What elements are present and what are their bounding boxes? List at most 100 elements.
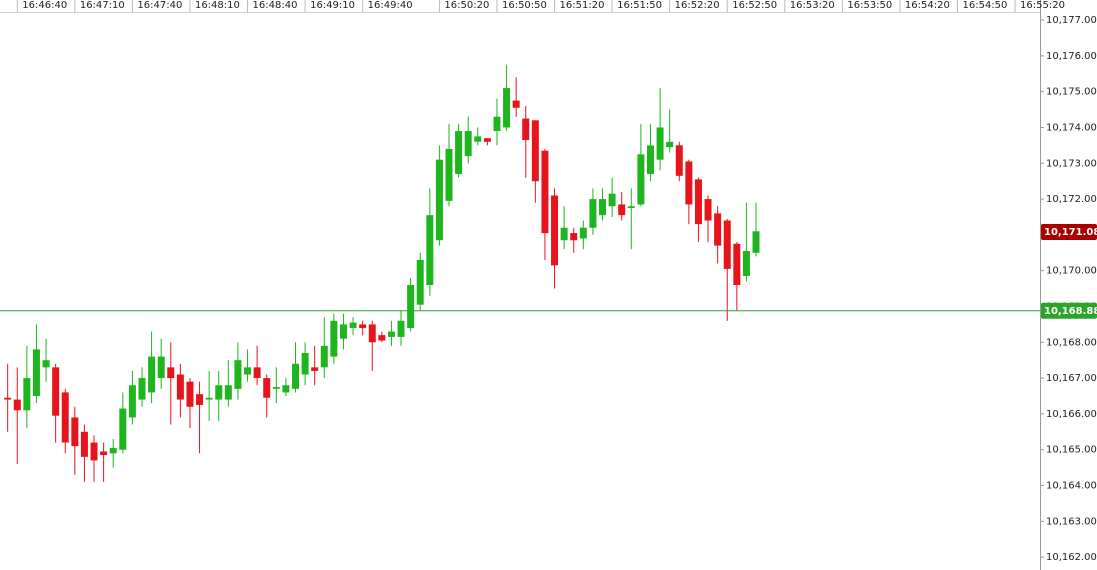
candle-body: [483, 138, 491, 142]
x-tick-label: 16:51:50: [617, 0, 662, 11]
candle-body: [608, 193, 616, 207]
x-tick-label: 16:54:50: [962, 0, 1007, 11]
candle-body: [90, 442, 98, 461]
y-tick-label: 10,164.00: [1046, 481, 1097, 492]
y-tick-label: 10,162.00: [1046, 552, 1097, 563]
candle-body: [263, 378, 271, 398]
candle-body: [23, 378, 31, 411]
candle-body: [522, 118, 530, 140]
price-tag: [1041, 302, 1097, 319]
candle-body: [234, 360, 242, 389]
candle-body: [599, 199, 607, 216]
candle-body: [339, 324, 347, 339]
candle-body: [503, 88, 511, 128]
candle-body: [224, 385, 232, 400]
candle-body: [311, 367, 319, 371]
candle-body: [656, 127, 664, 160]
price-tag-label: 10,168.88: [1044, 306, 1097, 317]
candle-body: [359, 324, 367, 328]
price-tag-label: 10,171.08: [1044, 227, 1097, 238]
candle-body: [560, 227, 568, 241]
candle-body: [637, 154, 645, 205]
candle-body: [435, 159, 443, 241]
y-tick-label: 10,173.00: [1046, 158, 1097, 169]
x-tick-label: 16:50:50: [502, 0, 547, 11]
x-tick-label: 16:52:20: [675, 0, 720, 11]
candle-body: [291, 363, 299, 389]
candle-body: [138, 378, 146, 400]
candle-body: [13, 399, 21, 411]
candle-body: [52, 367, 60, 416]
candle-body: [349, 322, 357, 328]
candle-body: [378, 335, 386, 341]
candle-body: [685, 161, 693, 205]
x-tick-label: 16:48:10: [195, 0, 240, 11]
y-tick-label: 10,167.00: [1046, 373, 1097, 384]
x-tick-label: 16:47:40: [137, 0, 182, 11]
candle-body: [32, 349, 40, 396]
candle-body: [205, 397, 213, 400]
candle-body: [128, 385, 136, 418]
candle-body: [694, 179, 702, 225]
candle-body: [186, 381, 194, 407]
candle-body: [100, 451, 108, 456]
x-tick-label: 16:48:40: [253, 0, 298, 11]
candle-body: [282, 385, 290, 393]
x-tick-label: 16:53:50: [847, 0, 892, 11]
candle-body: [148, 356, 156, 393]
candle-body: [531, 120, 539, 182]
candle-body: [445, 148, 453, 201]
x-tick-label: 16:55:20: [1020, 0, 1065, 11]
candle-body: [407, 285, 415, 328]
candle-body: [426, 215, 434, 285]
candle-body: [196, 394, 204, 405]
candle-body: [119, 408, 127, 450]
candle-body: [109, 447, 117, 454]
y-tick-label: 10,172.00: [1046, 194, 1097, 205]
y-tick-label: 10,170.00: [1046, 266, 1097, 277]
candle-body: [157, 356, 165, 379]
candle-body: [666, 141, 674, 148]
candle-body: [176, 374, 184, 400]
candle-body: [71, 417, 79, 447]
candle-body: [272, 387, 280, 389]
candle-body: [474, 136, 482, 142]
x-tick-label: 16:49:40: [368, 0, 413, 11]
x-tick-label: 16:49:10: [310, 0, 355, 11]
candle-body: [253, 367, 261, 379]
y-tick-label: 10,168.00: [1046, 337, 1097, 348]
candle-body: [167, 367, 175, 379]
x-tick-label: 16:51:20: [560, 0, 605, 11]
candle-body: [455, 131, 463, 175]
candle-body: [752, 231, 760, 253]
candle-body: [368, 324, 376, 343]
candle-body: [416, 259, 424, 305]
candle-body: [675, 145, 683, 176]
candle-body: [714, 213, 722, 246]
candle-body: [723, 220, 731, 269]
candle-body: [493, 116, 501, 132]
x-tick-label: 16:50:20: [444, 0, 489, 11]
y-tick-label: 10,165.00: [1046, 445, 1097, 456]
candle-body: [464, 131, 472, 157]
candle-body: [733, 243, 741, 285]
x-tick-label: 16:52:50: [732, 0, 777, 11]
candle-body: [646, 145, 654, 175]
candle-body: [301, 353, 309, 375]
candle-body: [551, 195, 559, 266]
y-tick-label: 10,174.00: [1046, 122, 1097, 133]
candle-body: [618, 204, 626, 216]
y-tick-label: 10,163.00: [1046, 516, 1097, 527]
y-tick-label: 10,177.00: [1046, 15, 1097, 26]
x-tick-label: 16:53:20: [790, 0, 835, 11]
x-tick-label: 16:54:20: [905, 0, 950, 11]
candle-body: [627, 206, 635, 209]
candle-body: [570, 233, 578, 241]
candle-body: [244, 367, 252, 375]
candle-body: [215, 385, 223, 400]
y-tick-label: 10,175.00: [1046, 87, 1097, 98]
x-tick-label: 16:47:10: [80, 0, 125, 11]
candle-body: [541, 150, 549, 234]
